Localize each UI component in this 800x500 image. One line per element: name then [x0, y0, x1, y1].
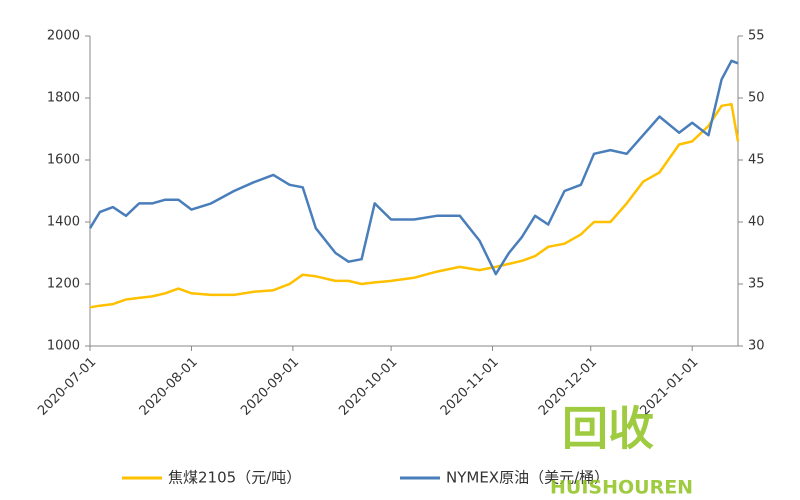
watermark-logo: 回收	[562, 402, 654, 456]
x-tick-label: 2020-10-01	[336, 355, 400, 419]
x-tick-label: 2020-09-01	[238, 355, 302, 419]
x-tick-label: 2020-07-01	[35, 355, 99, 419]
series-line	[88, 59, 739, 276]
y-tick-label: 1200	[47, 277, 80, 292]
y-tick-label: 2000	[47, 29, 80, 44]
series-line	[89, 102, 740, 309]
y-tick-label: 1000	[47, 339, 80, 354]
watermark: 回收 HUISHOUREN	[550, 402, 693, 499]
watermark-brand: HUISHOUREN	[550, 477, 693, 499]
y-tick-label: 1800	[47, 91, 80, 106]
y2-tick-label: 55	[748, 29, 765, 44]
y2-tick-label: 50	[748, 91, 765, 106]
y2-tick-label: 45	[748, 153, 765, 168]
x-tick-label: 2020-11-01	[438, 355, 502, 419]
legend-label: NYMEX原油（美元/桶）	[446, 469, 609, 487]
legend-label: 焦煤2105（元/吨）	[168, 469, 301, 487]
x-tick-label: 2020-08-01	[137, 355, 201, 419]
y2-tick-label: 35	[748, 277, 765, 292]
y-tick-label: 1400	[47, 215, 80, 230]
y2-tick-label: 40	[748, 215, 765, 230]
y-tick-label: 1600	[47, 153, 80, 168]
y2-tick-label: 30	[748, 339, 765, 354]
